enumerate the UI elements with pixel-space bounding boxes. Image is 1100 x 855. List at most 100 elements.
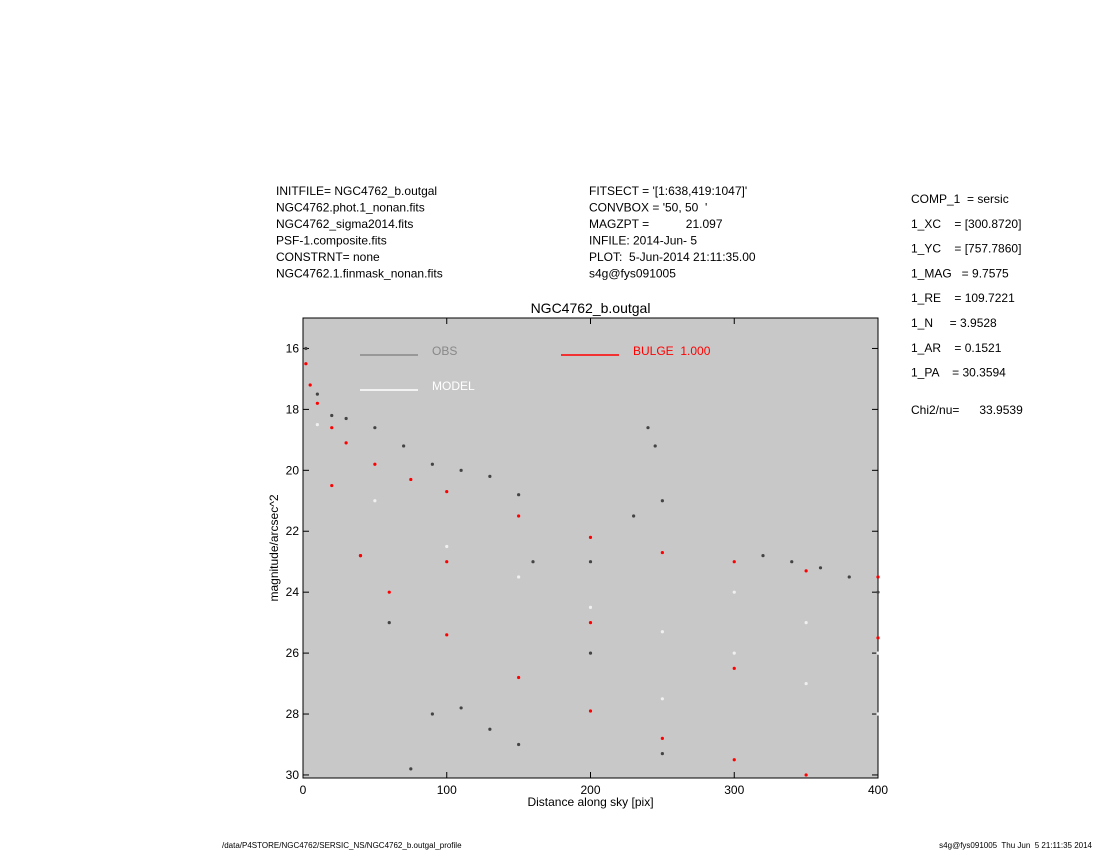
point: [660, 630, 664, 634]
point: [315, 423, 319, 427]
point: [876, 712, 880, 716]
header-line: PSF-1.composite.fits: [276, 234, 387, 248]
point: [445, 490, 449, 494]
point: [387, 621, 391, 625]
point: [517, 514, 521, 518]
point: [660, 499, 664, 503]
point: [488, 727, 492, 731]
point: [804, 621, 808, 625]
y-tick-label: 26: [286, 646, 300, 660]
point: [344, 441, 348, 445]
point: [373, 499, 377, 503]
point: [732, 560, 736, 564]
point: [373, 426, 377, 430]
y-axis-label: magnitude/arcsec^2: [267, 494, 281, 601]
point: [445, 560, 449, 564]
point: [804, 773, 808, 777]
y-tick-label: 16: [286, 341, 300, 355]
point: [304, 346, 308, 351]
series: [304, 362, 880, 777]
point: [876, 590, 880, 594]
point: [445, 633, 449, 637]
point: [732, 590, 736, 594]
footer-stamp: s4g@fys091005 Thu Jun 5 21:11:35 2014: [939, 841, 1092, 850]
point: [459, 468, 463, 472]
point: [588, 535, 593, 539]
y-tick-label: 28: [286, 707, 300, 721]
x-tick-label: 100: [437, 783, 457, 797]
point: [409, 477, 413, 482]
point: [732, 758, 736, 762]
x-tick-label: 200: [580, 783, 600, 797]
header-line: FITSECT = '[1:638,419:1047]': [589, 184, 747, 198]
point: [387, 590, 391, 594]
parameter: 1_XC = [300.8720]: [911, 217, 1021, 231]
y-tick-label: 18: [286, 402, 300, 416]
parameter: 1_AR = 0.1521: [911, 341, 1002, 355]
parameter: 1_YC = [757.7860]: [911, 242, 1021, 256]
point: [517, 742, 521, 747]
point: [876, 575, 880, 579]
point: [588, 621, 593, 625]
legend-label: BULGE 1.000: [633, 344, 711, 358]
legend-label: MODEL: [432, 379, 475, 393]
chi-square: Chi2/nu= 33.9539: [911, 403, 1023, 417]
point: [308, 383, 312, 387]
point: [653, 444, 657, 448]
point: [445, 544, 449, 549]
point: [344, 416, 348, 421]
point: [588, 560, 593, 564]
parameter: 1_PA = 30.3594: [911, 366, 1006, 380]
chart-title: NGC4762_b.outgal: [531, 300, 651, 316]
parameter: 1_MAG = 9.7575: [911, 266, 1009, 280]
point: [632, 514, 636, 518]
point: [660, 697, 664, 701]
point: [531, 560, 535, 564]
point: [847, 575, 851, 579]
point: [660, 736, 664, 740]
header-line: NGC4762_sigma2014.fits: [276, 217, 413, 231]
point: [330, 413, 334, 418]
point: [304, 362, 308, 366]
point: [517, 675, 521, 680]
point: [588, 651, 593, 655]
point: [330, 483, 334, 488]
point: [790, 560, 794, 564]
point: [488, 474, 492, 479]
parameter: 1_N = 3.9528: [911, 316, 997, 330]
x-tick-label: 400: [868, 783, 888, 797]
header-line: INITFILE= NGC4762_b.outgal: [276, 184, 437, 198]
point: [732, 651, 736, 655]
header-line: NGC4762.1.finmask_nonan.fits: [276, 267, 443, 281]
point: [373, 462, 377, 466]
point: [804, 681, 808, 686]
point: [430, 712, 434, 716]
legend-label: OBS: [432, 344, 457, 358]
point: [761, 554, 765, 558]
point: [646, 426, 650, 430]
point: [402, 444, 406, 448]
point: [459, 706, 463, 710]
y-tick-label: 24: [286, 585, 300, 599]
parameter: COMP_1 = sersic: [911, 192, 1009, 206]
point: [818, 566, 823, 570]
point: [409, 767, 413, 771]
header-line: s4g@fys091005: [589, 267, 676, 281]
header-line: CONSTRNT= none: [276, 250, 380, 264]
y-tick-label: 30: [286, 768, 300, 782]
series: [315, 423, 880, 716]
point: [660, 752, 664, 756]
x-axis-label: Distance along sky [pix]: [527, 795, 653, 809]
header-line: CONVBOX = '50, 50 ': [589, 201, 707, 215]
point: [315, 392, 319, 396]
point: [588, 605, 593, 610]
point: [660, 550, 664, 555]
plot-area: [302, 317, 879, 779]
point: [330, 426, 334, 430]
point: [876, 636, 880, 640]
x-tick-label: 300: [724, 783, 744, 797]
y-tick-label: 22: [286, 524, 300, 538]
header-line: NGC4762.phot.1_nonan.fits: [276, 201, 425, 215]
